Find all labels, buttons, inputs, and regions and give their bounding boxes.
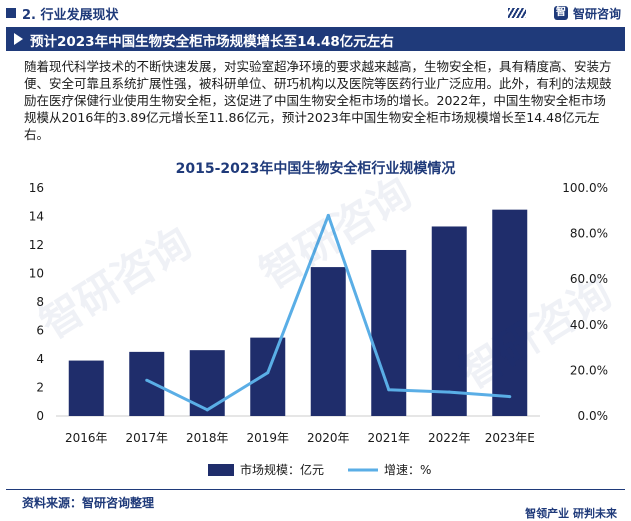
x-tick-label: 2019年 <box>246 431 289 445</box>
headline-text: 预计2023年中国生物安全柜市场规模增长至14.48亿元左右 <box>30 34 394 50</box>
x-tick-label: 2018年 <box>186 431 229 445</box>
body-paragraph: 随着现代科学技术的不断快速发展，对实验室超净环境的要求越来越高，生物安全柜，具有… <box>24 59 612 142</box>
x-tick-label: 2021年 <box>367 431 410 445</box>
bar-market-size <box>68 360 104 416</box>
y-right-tick-label: 20.0% <box>570 363 608 377</box>
legend-label-line: 增速：% <box>384 463 431 477</box>
bar-market-size <box>129 351 165 416</box>
bar-market-size <box>492 209 528 416</box>
bar-market-size <box>189 350 225 416</box>
y-left-tick-label: 6 <box>36 324 44 338</box>
x-tick-label: 2017年 <box>125 431 168 445</box>
brand-name: 智研咨询 <box>572 6 621 21</box>
legend-swatch-bar <box>208 464 234 476</box>
x-tick-label: 2016年 <box>65 431 108 445</box>
bar-market-size <box>250 337 286 416</box>
growth-point <box>387 388 391 392</box>
x-tick-label: 2020年 <box>307 431 350 445</box>
x-tick-label: 2022年 <box>428 431 471 445</box>
stripes-decoration-icon <box>508 8 526 18</box>
growth-point <box>326 213 330 217</box>
chart-title: 2015-2023年中国生物安全柜行业规模情况 <box>175 161 456 177</box>
brand: 智 智研咨询 <box>553 3 621 23</box>
growth-point <box>508 395 512 399</box>
footer-divider <box>6 489 625 490</box>
y-right-tick-label: 40.0% <box>570 318 608 332</box>
growth-point <box>145 378 149 382</box>
growth-point <box>447 390 451 394</box>
y-left-tick-label: 10 <box>29 267 44 281</box>
section-title: 2. 行业发展现状 <box>22 8 119 23</box>
brand-logo-icon: 智 <box>553 6 568 20</box>
source-note: 资料来源：智研咨询整理 <box>22 496 155 510</box>
top-bar: 2. 行业发展现状 智 智研咨询 <box>0 0 631 26</box>
y-left-tick-label: 0 <box>36 409 44 423</box>
section-marker-icon <box>6 8 16 18</box>
market-size-chart: 0 2 4 6 8 10 12 14 16 0.0% 20.0% 40.0% 60.0% 80.0% 100… <box>29 181 609 477</box>
play-triangle-icon <box>14 33 23 45</box>
y-left-tick-label: 2 <box>36 381 44 395</box>
y-left-tick-label: 14 <box>29 210 44 224</box>
y-left-tick-label: 8 <box>36 295 44 309</box>
bar-market-size <box>310 267 346 416</box>
footer-slogan: 智领产业 研判未来 <box>525 507 617 520</box>
headline-banner: 预计2023年中国生物安全柜市场规模增长至14.48亿元左右 <box>6 27 625 51</box>
growth-point <box>205 408 209 412</box>
y-right-tick-label: 0.0% <box>578 409 609 423</box>
legend-label-bar: 市场规模：亿元 <box>240 462 324 477</box>
y-left-tick-label: 4 <box>36 352 44 366</box>
y-right-tick-label: 80.0% <box>570 227 608 241</box>
y-left-tick-label: 16 <box>29 181 44 195</box>
x-tick-label: 2023年E <box>485 431 535 445</box>
bar-market-size <box>431 226 467 416</box>
growth-point <box>266 371 270 375</box>
y-right-tick-label: 100.0% <box>562 181 608 195</box>
y-left-tick-label: 12 <box>29 238 44 252</box>
y-right-tick-label: 60.0% <box>570 272 608 286</box>
